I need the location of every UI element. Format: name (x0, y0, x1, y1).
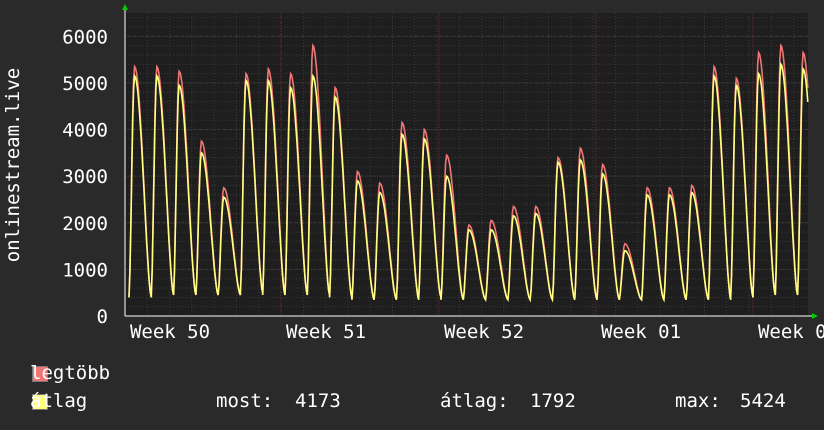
stat-max-value: 5424 (740, 390, 786, 412)
x-tick-label: Week 01 (601, 321, 681, 343)
y-tick-label: 1000 (62, 259, 108, 281)
legend-swatch-max (32, 366, 48, 382)
y-tick-label: 5000 (62, 73, 108, 95)
series-line-atlag (128, 61, 809, 303)
stat-avg-value: 1792 (530, 390, 576, 412)
y-tick-label: 6000 (62, 26, 108, 48)
x-axis-arrow (812, 313, 818, 319)
stat-max-label: max: (675, 390, 721, 412)
legend-label-avg: átlag (30, 390, 88, 412)
legend-label-max: legtöbb (30, 362, 111, 384)
x-tick-label: Week 50 (130, 321, 210, 343)
stat-most-label: most: (216, 390, 274, 412)
chart: 0 1000 2000 3000 4000 5000 6000 Week 50 Week 51 W… (2, 4, 824, 343)
x-tick-label: Week 02 (758, 321, 824, 343)
y-tick-label: 3000 (62, 166, 108, 188)
plot-area (125, 13, 808, 316)
y-tick-label: 4000 (62, 120, 108, 142)
x-tick-label: Week 52 (444, 321, 524, 343)
stat-most-value: 4173 (295, 390, 341, 412)
y-axis-label: onlinestream.live (2, 68, 24, 262)
y-axis-arrow (122, 4, 128, 10)
y-tick-label: 2000 (62, 213, 108, 235)
x-tick-label: Week 51 (286, 321, 366, 343)
stat-avg-label: átlag: (440, 390, 509, 412)
legend-swatch-avg (32, 394, 48, 410)
y-tick-label: 0 (97, 306, 108, 328)
